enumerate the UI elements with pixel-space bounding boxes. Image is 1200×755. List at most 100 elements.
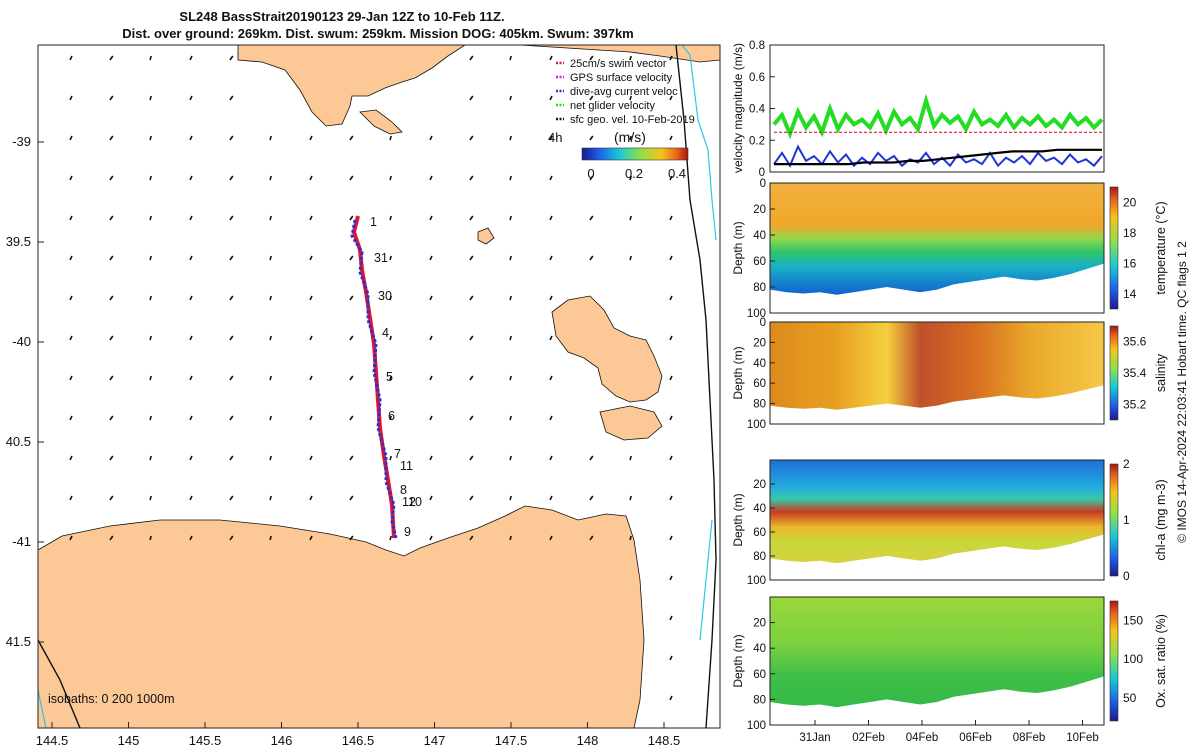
geo-vel-arrow [429,175,433,181]
geo-vel-arrow [349,415,354,421]
heatmap-colorbar [1109,600,1119,722]
map-colorbar-tick: 0 [587,166,594,181]
geo-vel-arrow [269,215,272,221]
map-x-tick-label: 146.5 [342,733,375,748]
geo-vel-arrow [349,335,354,341]
track-day-label: 30 [378,289,392,303]
geo-vel-arrow [349,175,354,181]
geo-vel-arrow [149,135,152,141]
geo-vel-arrow [269,175,272,181]
geo-vel-arrow [629,535,632,541]
geo-vel-arrow [149,375,152,381]
legend-label: sfc geo. vel. 10-Feb-2019 [570,114,695,126]
geo-vel-arrow [349,455,354,461]
depth-tick-label: 40 [753,358,766,370]
geo-vel-arrow [229,135,234,141]
geo-vel-arrow [69,535,73,541]
map-colorbar-tick: 0.4 [668,166,686,181]
geo-vel-arrow [189,535,193,541]
depth-tick-label: 40 [753,503,766,515]
geo-vel-arrow [589,495,594,501]
heatmap-frame [769,321,1105,425]
geo-vel-arrow [309,175,313,181]
track-day-label: 11 [400,459,413,473]
map-colorbar-tick: 0.2 [625,166,643,181]
heatmap-field [770,597,1104,708]
geo-vel-arrow [229,455,234,461]
geo-vel-arrow [549,335,553,341]
geo-vel-arrow [429,415,433,421]
geo-vel-arrow [149,495,152,501]
geo-vel-arrow [69,95,73,101]
geo-vel-arrow [109,55,114,61]
velocity-ylabel: velocity magnitude (m/s) [731,43,745,173]
geo-vel-arrow [189,175,193,181]
geo-vel-arrow [109,335,114,341]
heatmap-panel-ox--sat--ratio: 20 40 60 80 100 Depth (m) 50 100 150 Ox. sat. rat… [731,596,1168,732]
geo-vel-arrow [669,215,673,221]
depth-tick-label: 80 [753,694,766,706]
colorbar-tick-label: 1 [1123,513,1130,527]
geo-vel-arrow [309,415,313,421]
geo-vel-arrow [269,335,272,341]
geo-vel-arrow [149,255,152,261]
geo-vel-arrow [669,175,673,181]
geo-vel-arrow [269,415,272,421]
geo-vel-arrow [469,95,474,101]
track-day-label: 4 [382,326,389,340]
geo-vel-arrow [149,175,152,181]
geo-vel-arrow [549,255,553,261]
geo-vel-arrow [389,375,392,381]
geo-vel-arrow [109,455,114,461]
geo-vel-arrow [629,95,632,101]
geo-vel-arrow [469,415,474,421]
geo-vel-arrow [229,215,234,221]
heatmap-frame [769,182,1105,314]
geo-vel-arrow [269,455,272,461]
track-day-label: 6 [388,409,395,423]
geo-vel-arrow [469,135,474,141]
geo-vel-arrow [429,295,433,301]
geo-vel-arrow [549,215,553,221]
map-latitude-ticks: -39 39.5 -40 40.5 -41 41.5 [6,134,44,649]
geo-vel-arrow [349,295,354,301]
depth-tick-label: 0 [760,178,766,190]
map-frame [37,44,721,729]
geo-vel-arrow [389,415,392,421]
geo-vel-arrow [589,455,594,461]
velocity-y-ticks: 0 0.2 0.4 0.6 0.8 [749,40,775,179]
map-x-tick-label: 148 [577,733,599,748]
geo-vel-arrow [469,535,474,541]
depth-tick-label: 100 [747,575,766,587]
geo-vel-arrow [149,215,152,221]
velocity-series-line [772,93,1104,140]
geo-vel-arrow [69,255,73,261]
depth-tick-label: 100 [747,308,766,320]
geo-vel-arrow [109,375,114,381]
geo-vel-arrow [669,335,673,341]
geo-vel-arrow [509,175,512,181]
geo-vel-arrow [349,375,354,381]
geo-vel-arrow [69,495,73,501]
land-flinders-island [551,295,663,403]
depth-tick-label: 20 [753,479,766,491]
colorbar-tick-label: 100 [1123,652,1143,666]
legend-label: dive-avg current veloc [570,86,678,98]
colorbar-label: Ox. sat. ratio (%) [1154,614,1168,708]
colorbar-tick-label: 35.4 [1123,366,1147,380]
geo-vel-arrow [189,495,193,501]
geo-vel-arrow [309,375,313,381]
geo-vel-arrow [189,55,193,61]
geo-vel-arrow [429,495,433,501]
geo-vel-arrow [549,535,553,541]
isobaths-label: isobaths: 0 200 1000m [48,692,174,706]
land-victoria [237,45,466,127]
geo-vel-arrow [69,135,73,141]
geo-vel-arrow [669,495,673,501]
heatmap-colorbar [1109,186,1119,310]
geo-vel-arrow [589,215,594,221]
geo-vel-arrow [469,495,474,501]
velocity-plot-area [769,44,1105,173]
geo-vel-arrow [269,375,272,381]
